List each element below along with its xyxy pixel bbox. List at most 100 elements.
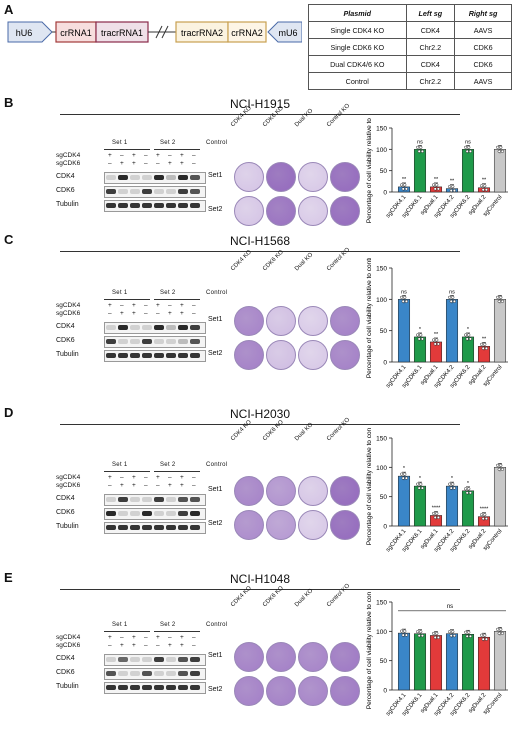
sgcdk6-row-label: sgCDK6 [56,160,81,167]
data-point [484,346,488,350]
culture-well [330,196,360,226]
significance-label: ** [402,177,407,183]
band [130,657,140,662]
data-point [452,189,456,193]
hu6-label: hU6 [16,28,33,38]
data-point [435,183,439,187]
sgcdk6-sign: + [168,642,172,649]
construct-diagram: hU6 crRNA1 tracrRNA1 tracrRNA2 crRNA2 mU… [7,21,302,43]
data-point [404,476,408,480]
data-point [496,295,500,299]
band [118,353,128,358]
data-point [451,295,455,299]
band [106,189,116,194]
tracrrna2-box: tracrRNA2 [175,21,229,43]
band [166,353,176,358]
significance-label: ** [450,179,455,185]
data-point [499,145,503,149]
data-point [433,635,437,639]
culture-well [298,196,328,226]
sgcdk4-sign: + [180,302,184,309]
band [154,671,164,676]
sgcdk4-sign: – [144,152,148,159]
data-point [404,633,408,637]
data-point [436,635,440,639]
culture-well [234,196,264,226]
significance-label: ns [417,139,423,145]
sgcdk6-sign: + [168,310,172,317]
data-point [417,486,421,490]
data-point [500,631,504,635]
data-point [449,299,453,303]
table-cell: Single CDK4 KO [308,21,407,39]
data-point [452,486,456,490]
band [130,189,140,194]
data-point [468,491,472,495]
set2-rule [154,299,200,300]
sgcdk4-sign: + [156,152,160,159]
bar [413,485,427,527]
cell-line-title: NCI-H1915 [229,97,291,111]
data-point [401,633,405,637]
culture-well [330,510,360,540]
sgcdk6-sign: + [168,160,172,167]
data-point [481,188,485,192]
culture-well [330,476,360,506]
sgcdk6-sign: + [180,482,184,489]
y-tick-label: 50 [380,494,388,501]
band [118,671,128,676]
title-rule [60,424,460,425]
sgcdk6-sign: – [192,160,196,167]
table-row: Single CDK4 KO CDK4 AAVS [308,21,512,39]
data-point [464,487,468,491]
band [190,203,200,208]
bar [461,149,475,193]
data-point [403,295,407,299]
significance-label: ** [434,177,439,183]
band [130,685,140,690]
sgcdk4-row-label: sgCDK4 [56,634,81,641]
sgcdk6-row-label: sgCDK6 [56,482,81,489]
band [118,525,128,530]
culture-well [330,306,360,336]
western-blot: Set 1 Set 2 Control sgCDK4 sgCDK6 + – – + + + – – + – –… [14,140,227,230]
band [166,497,176,502]
colony-col-label: CDK6 KO [262,419,285,443]
break-mark [155,25,163,39]
tracrrna1-label: tracrRNA1 [101,28,143,38]
data-point [436,187,440,191]
culture-well [234,476,264,506]
band [190,189,200,194]
sgcdk4-sign: – [144,474,148,481]
band [190,497,200,502]
western-blot: Set 1 Set 2 Control sgCDK4 sgCDK6 + – – + + + – – + – –… [14,290,227,380]
sgcdk4-sign: – [120,474,124,481]
y-tick-label: 150 [376,436,387,443]
band [154,353,164,358]
bar [445,299,459,363]
table-cell: CDK6 [454,38,512,56]
title-rule [60,251,460,252]
table-cell: Single CDK6 KO [308,38,407,56]
cdk6-band-label: CDK6 [56,187,75,194]
band [178,325,188,330]
sgcdk6-sign: – [108,310,112,317]
data-point [416,630,420,634]
crrna1-label: crRNA1 [60,28,92,38]
sgcdk4-row-label: sgCDK4 [56,474,81,481]
sgcdk6-sign: – [144,310,148,317]
data-point [435,511,439,515]
sgcdk4-sign: – [120,302,124,309]
band [178,525,188,530]
sgcdk6-sign: + [120,310,124,317]
sgcdk6-sign: + [120,482,124,489]
band [130,175,140,180]
significance-label: ns [401,289,407,295]
data-point [448,630,452,634]
sgcdk6-sign: – [156,642,160,649]
data-point [497,467,501,471]
band [118,175,128,180]
band [166,203,176,208]
